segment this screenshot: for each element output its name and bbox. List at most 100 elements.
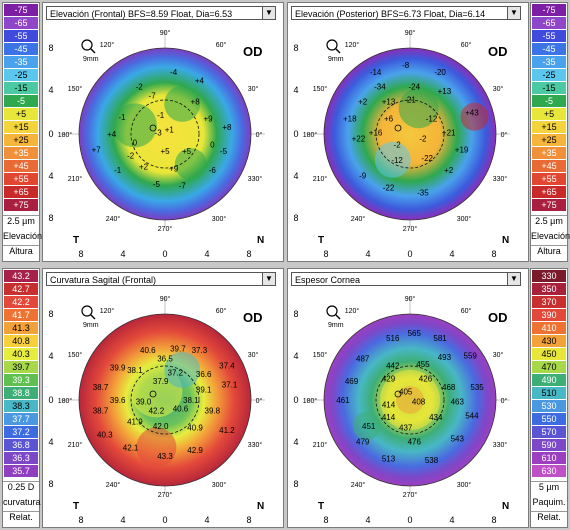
- scale-label: Elevación: [531, 231, 570, 241]
- axis-tick-y: 4: [293, 171, 298, 181]
- reference-circle: [375, 365, 445, 435]
- map-value: 42.9: [187, 446, 203, 455]
- map-value: 513: [382, 454, 396, 463]
- orientation-label: 210°: [313, 175, 328, 183]
- map-value: 559: [464, 351, 478, 360]
- map-value: -1: [114, 166, 122, 175]
- scale-step: 37.7: [4, 413, 38, 425]
- axis-tick-x: 4: [449, 249, 454, 259]
- chevron-down-icon[interactable]: ▼: [262, 273, 275, 285]
- map-value: 39.0: [136, 398, 152, 407]
- magnifier-icon[interactable]: [326, 305, 341, 320]
- orientation-label: 90°: [160, 295, 171, 303]
- map-value: -7: [149, 91, 157, 100]
- magnifier-icon[interactable]: [81, 39, 96, 54]
- map-value: -3: [155, 128, 163, 137]
- temporal-label: T: [73, 235, 79, 246]
- scale-step: +15: [4, 121, 38, 133]
- chevron-down-icon[interactable]: ▼: [507, 7, 520, 19]
- orientation-label: 240°: [106, 215, 121, 223]
- corneal-map: OD 9mm 90° 120° 60° 150° 30° 180° 0° 210° 330° 240°…: [48, 295, 265, 525]
- scale-step: 40.8: [4, 335, 38, 347]
- map-value: 538: [425, 456, 439, 465]
- map-value: 0: [210, 140, 215, 149]
- nasal-label: N: [502, 501, 509, 512]
- map-value: 487: [356, 355, 370, 364]
- orientation-label: 330°: [248, 441, 263, 449]
- map-value: 516: [386, 334, 400, 343]
- map-value: +4: [195, 77, 205, 86]
- map-value: 476: [408, 437, 422, 446]
- axis-tick-y: 4: [48, 85, 53, 95]
- axis-tick-x: 0: [162, 515, 167, 525]
- corneal-map: OD 9mm 90° 120° 60° 150° 30° 180° 0° 210° 330° 240°…: [48, 29, 265, 259]
- map-value: +2: [444, 166, 454, 175]
- axis-tick-x: 8: [323, 249, 328, 259]
- orientation-label: 180°: [303, 131, 318, 139]
- scale-label: Elevación: [3, 231, 43, 241]
- scale-step: 410: [532, 322, 566, 334]
- axis-tick-x: 8: [246, 515, 251, 525]
- map-value: +9: [203, 115, 213, 124]
- scale-step: 490: [532, 374, 566, 386]
- orientation-label: 90°: [405, 295, 416, 303]
- map-disc: [323, 47, 497, 221]
- axis-tick-x: 4: [204, 515, 209, 525]
- axis-tick-y: 0: [48, 129, 53, 139]
- chevron-down-icon[interactable]: ▼: [507, 273, 520, 285]
- orientation-label: 60°: [216, 307, 227, 315]
- axis-tick-x: 8: [246, 249, 251, 259]
- map-value: 36.5: [157, 355, 173, 364]
- map-value: 408: [412, 398, 426, 407]
- map-value: -5: [220, 147, 228, 156]
- scale-unit: 2.5 µm: [3, 215, 39, 226]
- magnifier-icon[interactable]: [81, 305, 96, 320]
- scale-sublabel: Relat.: [3, 511, 39, 522]
- temporal-label: T: [318, 501, 324, 512]
- map-value: +4: [107, 130, 117, 139]
- orientation-label: 120°: [100, 41, 115, 49]
- scale-step: 550: [532, 413, 566, 425]
- orientation-label: 30°: [248, 351, 259, 359]
- map-value: +7: [92, 145, 102, 154]
- scale-step: 42.2: [4, 296, 38, 308]
- orientation-label: 240°: [106, 481, 121, 489]
- map-title: Curvatura Sagital (Frontal): [50, 275, 157, 285]
- map-type-select[interactable]: Curvatura Sagital (Frontal) ▼: [46, 272, 276, 286]
- map-value: -2: [136, 83, 144, 92]
- orientation-label: 120°: [345, 41, 360, 49]
- orientation-label: 270°: [403, 491, 418, 499]
- map-value: 469: [345, 377, 359, 386]
- map-value: -2: [127, 152, 135, 161]
- scale-step: 450: [532, 348, 566, 360]
- map-value: -22: [421, 154, 433, 163]
- orientation-label: 0°: [256, 397, 263, 405]
- scale-step: +45: [532, 160, 566, 172]
- map-panel-elevation-posterior: Elevación (Posterior) BFS=6.73 Float, Di…: [287, 2, 529, 262]
- map-value: 38.7: [93, 383, 109, 392]
- map-value: -6: [209, 166, 217, 175]
- orientation-label: 60°: [216, 41, 227, 49]
- scale-step: 630: [532, 465, 566, 477]
- map-value: +5: [182, 147, 192, 156]
- axis-tick-y: 4: [48, 351, 53, 361]
- map-value: -5: [153, 180, 161, 189]
- pupil-center-marker: [394, 124, 402, 132]
- axis-tick-x: 4: [449, 515, 454, 525]
- map-type-select[interactable]: Espesor Cornea ▼: [291, 272, 521, 286]
- scale-step: -15: [4, 82, 38, 94]
- map-value: -2: [394, 140, 402, 149]
- map-disc: [78, 47, 252, 221]
- chevron-down-icon[interactable]: ▼: [262, 7, 275, 19]
- zoom-label: 9mm: [83, 56, 99, 63]
- topography-region: [174, 148, 207, 181]
- magnifier-icon[interactable]: [326, 39, 341, 54]
- map-type-select[interactable]: Elevación (Frontal) BFS=8.59 Float, Dia=…: [46, 6, 276, 20]
- topography-region: [460, 102, 489, 131]
- orientation-label: 0°: [256, 131, 263, 139]
- reference-circle: [130, 99, 200, 169]
- map-type-select[interactable]: Elevación (Posterior) BFS=6.73 Float, Di…: [291, 6, 521, 20]
- nasal-label: N: [257, 235, 264, 246]
- pupil-center-marker: [394, 390, 402, 398]
- orientation-label: 300°: [457, 215, 472, 223]
